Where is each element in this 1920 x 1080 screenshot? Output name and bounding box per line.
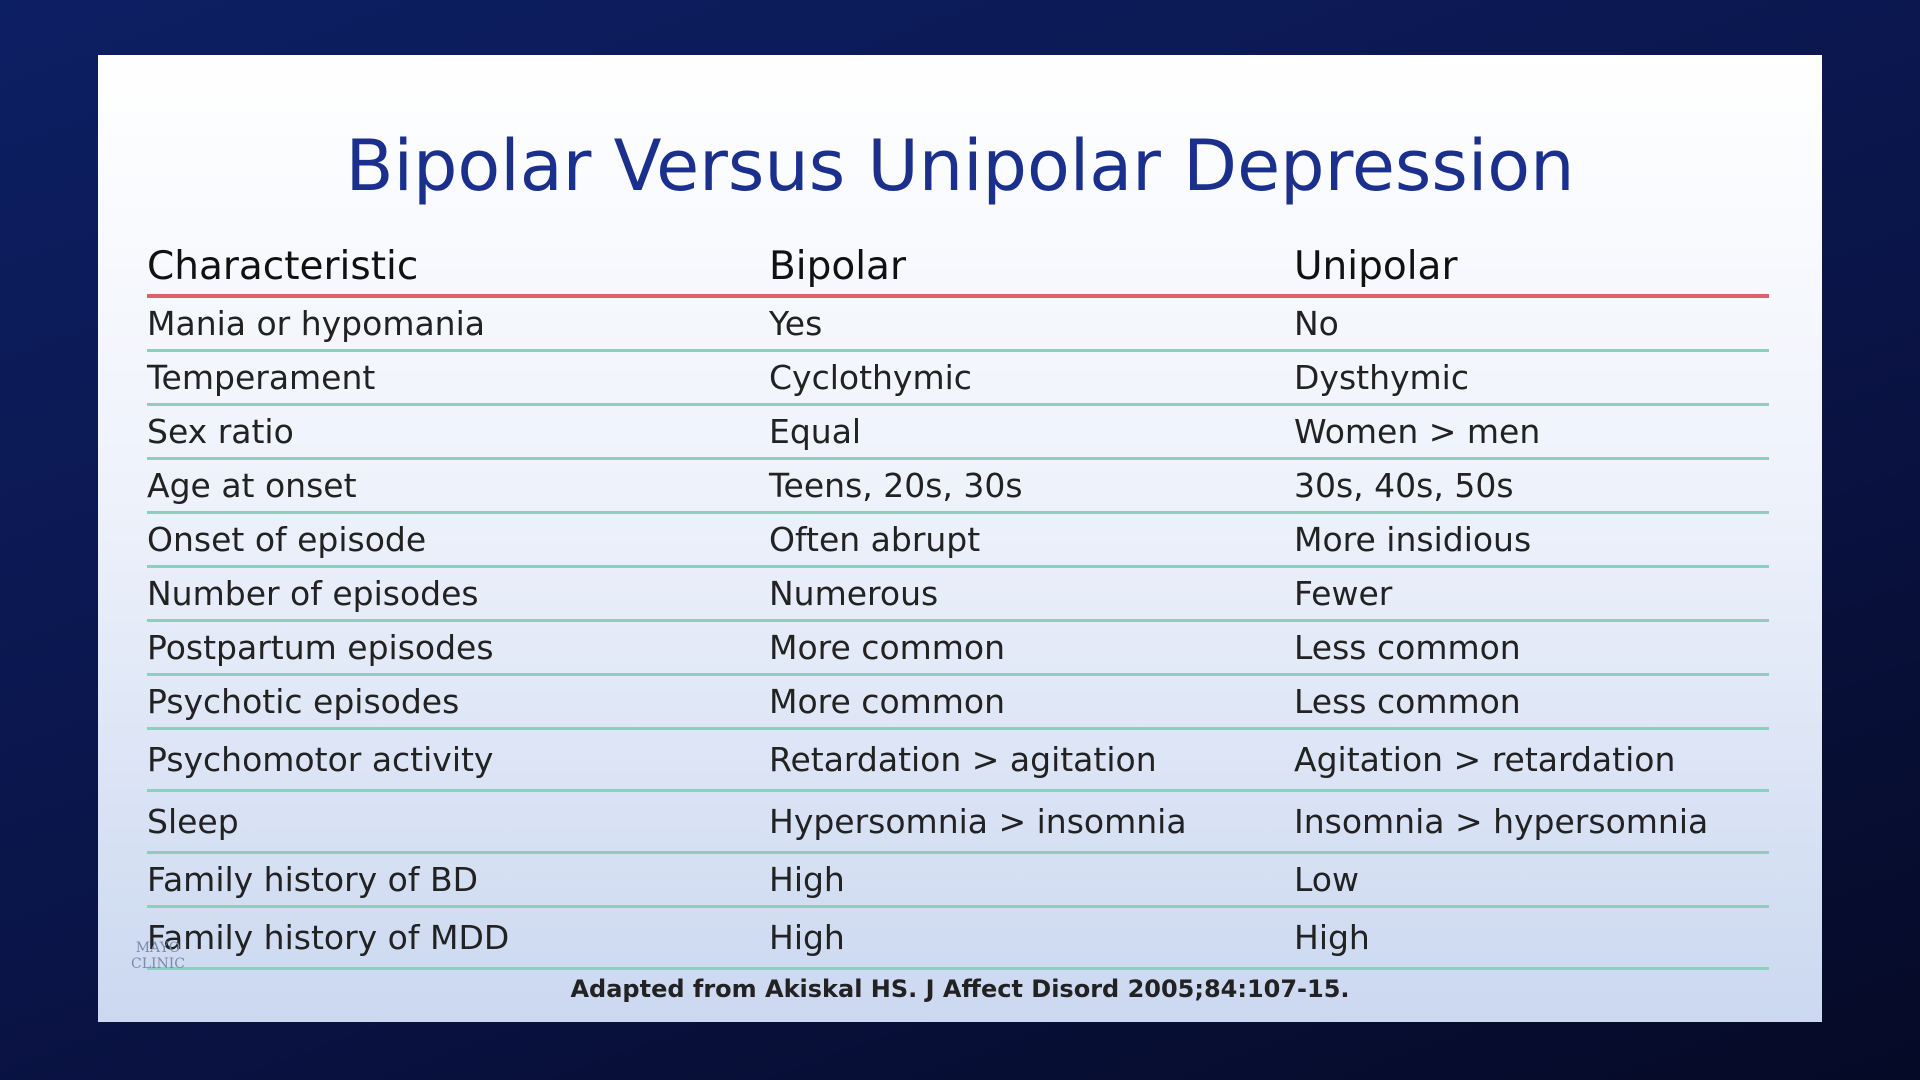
table-row: Sleep Hypersomnia > insomnia Insomnia > hy…: [147, 792, 1769, 854]
table-row: Postpartum episodes More common Less commo…: [147, 622, 1769, 676]
table-row: Mania or hypomania Yes No: [147, 298, 1769, 352]
table-cell: High: [769, 918, 845, 957]
comparison-table: Characteristic Bipolar Unipolar Mania or hy…: [147, 238, 1769, 970]
table-cell: Teens, 20s, 30s: [769, 466, 1023, 505]
column-header: Characteristic: [147, 243, 419, 289]
table-cell: Sleep: [147, 802, 239, 841]
table-cell: Low: [1294, 860, 1359, 899]
table-cell: Cyclothymic: [769, 358, 972, 397]
table-row: Psychotic episodes More common Less common: [147, 676, 1769, 730]
table-cell: More insidious: [1294, 520, 1532, 559]
table-cell: Women > men: [1294, 412, 1541, 451]
table-row: Temperament Cyclothymic Dysthymic: [147, 352, 1769, 406]
table-cell: Insomnia > hypersomnia: [1294, 802, 1709, 841]
slide: Bipolar Versus Unipolar Depression Chara…: [98, 55, 1822, 1022]
table-cell: More common: [769, 628, 1006, 667]
table-row: Psychomotor activity Retardation > agitat…: [147, 730, 1769, 792]
table-cell: Dysthymic: [1294, 358, 1469, 397]
slide-title: Bipolar Versus Unipolar Depression: [345, 125, 1575, 207]
table-row: Number of episodes Numerous Fewer: [147, 568, 1769, 622]
table-cell: Age at onset: [147, 466, 357, 505]
table-cell: Psychotic episodes: [147, 682, 460, 721]
table-row: Age at onset Teens, 20s, 30s 30s, 40s, 50s: [147, 460, 1769, 514]
table-cell: No: [1294, 304, 1339, 343]
table-row: Sex ratio Equal Women > men: [147, 406, 1769, 460]
table-cell: Onset of episode: [147, 520, 427, 559]
table-cell: Numerous: [769, 574, 939, 613]
table-cell: Family history of BD: [147, 860, 479, 899]
header-row: Characteristic Bipolar Unipolar: [147, 238, 1769, 298]
table-cell: Family history of MDD: [147, 918, 510, 957]
logo: MAYO CLINIC: [130, 940, 186, 972]
table-cell: High: [1294, 918, 1370, 957]
table-cell: Mania or hypomania: [147, 304, 485, 343]
table-cell: Psychomotor activity: [147, 740, 494, 779]
source-citation: Adapted from Akiskal HS. J Affect Disord…: [570, 975, 1350, 1003]
column-header: Unipolar: [1294, 243, 1458, 289]
table-cell: Postpartum episodes: [147, 628, 494, 667]
table-cell: Less common: [1294, 628, 1521, 667]
table-cell: More common: [769, 682, 1006, 721]
table-cell: Number of episodes: [147, 574, 479, 613]
table-cell: Agitation > retardation: [1294, 740, 1676, 779]
table-row: Onset of episode Often abrupt More insidio…: [147, 514, 1769, 568]
table-cell: Retardation > agitation: [769, 740, 1157, 779]
table-cell: Often abrupt: [769, 520, 981, 559]
table-cell: Fewer: [1294, 574, 1393, 613]
table-cell: High: [769, 860, 845, 899]
table-cell: 30s, 40s, 50s: [1294, 466, 1514, 505]
table-cell: Less common: [1294, 682, 1521, 721]
table-cell: Hypersomnia > insomnia: [769, 802, 1187, 841]
table-row: Family history of MDD High High: [147, 908, 1769, 970]
column-header: Bipolar: [769, 243, 906, 289]
table-cell: Yes: [769, 304, 823, 343]
table-cell: Temperament: [147, 358, 376, 397]
table-row: Family history of BD High Low: [147, 854, 1769, 908]
table-cell: Equal: [769, 412, 862, 451]
table-cell: Sex ratio: [147, 412, 294, 451]
